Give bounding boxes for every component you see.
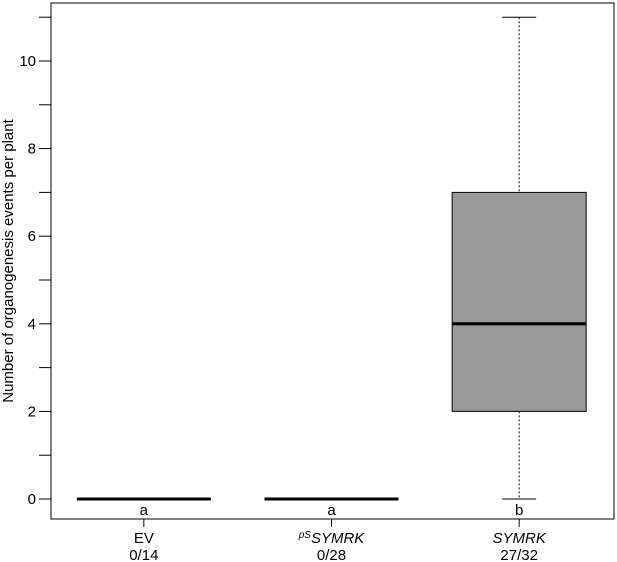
category-count: 27/32	[500, 547, 538, 562]
y-tick-label: 0	[28, 491, 36, 508]
significance-letter: a	[327, 502, 336, 519]
category-name: SYMRK	[492, 530, 546, 547]
y-tick-label: 2	[28, 403, 36, 420]
category-label: EV	[134, 530, 154, 547]
category-name: EV	[134, 530, 154, 547]
y-tick-label: 6	[28, 228, 36, 245]
y-tick-label: 4	[28, 316, 36, 333]
significance-letter: a	[140, 502, 149, 519]
category-label: SYMRK	[492, 530, 546, 547]
y-axis: 0 2 4 6 8 10	[19, 16, 51, 508]
plot-frame	[50, 2, 615, 520]
category-count: 0/14	[129, 547, 158, 562]
category-prefix: pS	[298, 530, 312, 541]
significance-letter: b	[515, 502, 523, 519]
category-count: 0/28	[317, 547, 346, 562]
category-label: pSSYMRK	[298, 530, 366, 547]
y-tick-label: 8	[28, 141, 36, 158]
box-2: b	[451, 16, 587, 519]
box-1: a	[264, 497, 399, 519]
y-axis-label: Number of organogenesis events per plant	[0, 118, 17, 402]
iqr-box	[451, 191, 587, 412]
y-tick-label: 10	[19, 53, 36, 70]
category-name: SYMRK	[311, 530, 365, 547]
box-0: a	[76, 497, 211, 519]
